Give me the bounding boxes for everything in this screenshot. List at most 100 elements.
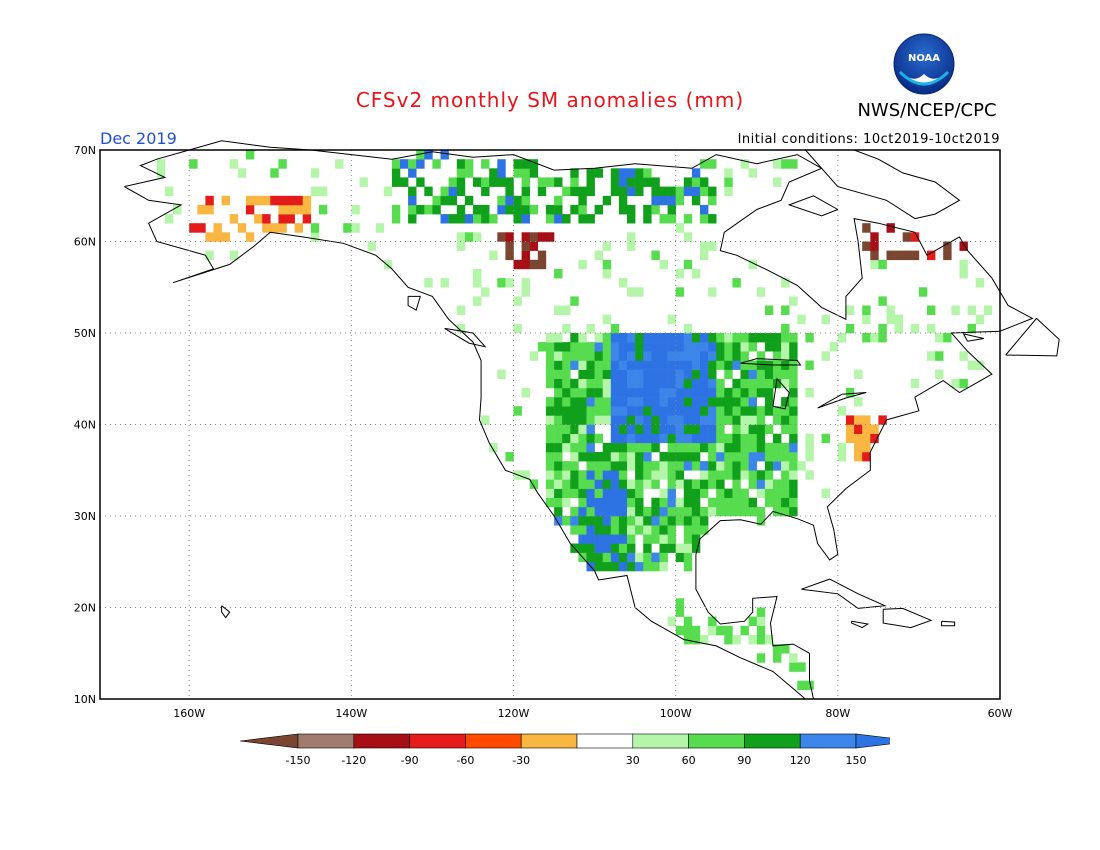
anomaly-cell	[716, 625, 725, 636]
anomaly-cell	[708, 616, 717, 626]
anomaly-cell	[456, 241, 466, 251]
anomaly-cell	[618, 452, 628, 462]
anomaly-cell	[562, 387, 571, 398]
anomaly-cell	[691, 342, 701, 352]
anomaly-cell	[513, 168, 522, 178]
anomaly-cell	[691, 397, 701, 407]
anomaly-cell	[618, 461, 628, 471]
anomaly-cell	[627, 442, 636, 453]
anomaly-cell	[545, 204, 555, 215]
anomaly-cell	[845, 433, 855, 444]
anomaly-cell	[667, 387, 676, 398]
colorbar-swatch	[353, 733, 410, 749]
anomaly-cell	[651, 525, 660, 535]
colorbar-label: -60	[456, 754, 474, 767]
anomaly-cell	[562, 186, 571, 197]
anomaly-cell	[732, 452, 741, 462]
anomaly-cell	[700, 333, 709, 343]
anomaly-cell	[643, 397, 652, 407]
anomaly-cell	[586, 552, 595, 563]
anomaly-cell	[805, 470, 814, 480]
anomaly-cell	[716, 488, 725, 498]
anomaly-cell	[545, 433, 555, 444]
anomaly-cell	[748, 378, 757, 389]
anomaly-cell	[562, 378, 571, 389]
lat-tick-label: 60N	[74, 236, 96, 249]
anomaly-cell	[667, 616, 676, 626]
anomaly-cell	[570, 424, 579, 434]
anomaly-cell	[473, 177, 482, 187]
anomaly-cell	[659, 259, 668, 270]
anomaly-cell	[554, 195, 563, 206]
anomaly-cell	[602, 195, 612, 206]
anomaly-cell	[724, 470, 733, 480]
anomaly-cell	[643, 452, 652, 462]
anomaly-cell	[724, 452, 733, 462]
anomaly-cell	[700, 635, 709, 645]
anomaly-cell	[513, 296, 522, 306]
anomaly-cell	[586, 360, 595, 370]
anomaly-cell	[764, 378, 774, 389]
anomaly-cell	[700, 406, 709, 416]
anomaly-cell	[618, 497, 628, 508]
anomaly-cell	[505, 241, 514, 251]
anomaly-cell	[408, 204, 417, 215]
anomaly-cell	[156, 168, 166, 178]
anomaly-cell	[756, 488, 766, 498]
anomaly-cell	[732, 397, 741, 407]
anomaly-cell	[756, 516, 766, 526]
anomaly-cell	[618, 378, 628, 389]
anomaly-cell	[610, 342, 620, 352]
anomaly-cell	[618, 506, 628, 517]
anomaly-cell	[643, 378, 652, 389]
anomaly-cell	[740, 159, 749, 169]
colorbar-label: 30	[626, 754, 640, 767]
anomaly-cell	[545, 177, 555, 187]
anomaly-cell	[878, 415, 887, 425]
anomaly-cell	[764, 461, 774, 471]
anomaly-cell	[700, 369, 709, 379]
anomaly-cell	[618, 195, 628, 206]
anomaly-cell	[740, 351, 749, 361]
anomaly-cell	[740, 424, 749, 434]
lat-tick-label: 40N	[74, 419, 96, 432]
anomaly-cell	[764, 470, 774, 480]
anomaly-cell	[635, 506, 644, 517]
anomaly-cell	[821, 351, 830, 361]
anomaly-cell	[578, 195, 587, 206]
colorbar-label: -120	[341, 754, 366, 767]
anomaly-cell	[262, 214, 271, 224]
noaa-logo: NOAA	[893, 33, 955, 95]
anomaly-cell	[764, 369, 774, 379]
anomaly-cell	[748, 369, 757, 379]
anomaly-cell	[635, 177, 644, 187]
anomaly-cell	[659, 506, 668, 517]
anomaly-cell	[651, 534, 660, 544]
anomaly-cell	[708, 397, 717, 407]
anomaly-cell	[748, 442, 757, 453]
anomaly-cell	[586, 387, 595, 398]
anomaly-cell	[545, 406, 555, 416]
anomaly-cell	[691, 415, 701, 425]
anomaly-cell	[724, 369, 733, 379]
anomaly-cell	[789, 479, 798, 489]
anomaly-cell	[756, 406, 766, 416]
coastline-segment	[882, 607, 933, 629]
agency-label: NWS/NCEP/CPC	[857, 100, 997, 121]
coastline-segment	[804, 149, 961, 220]
anomaly-cell	[586, 406, 595, 416]
anomaly-cell	[505, 195, 514, 206]
anomaly-cell	[691, 543, 701, 553]
anomaly-cell	[845, 305, 855, 315]
anomaly-cell	[578, 488, 587, 498]
anomaly-cell	[675, 415, 685, 425]
anomaly-cell	[643, 442, 652, 453]
anomaly-cell	[545, 442, 555, 453]
anomaly-cell	[659, 452, 668, 462]
anomaly-cell	[781, 452, 790, 462]
anomaly-cell	[562, 433, 571, 444]
anomaly-cell	[513, 259, 522, 270]
anomaly-cell	[683, 378, 693, 389]
anomaly-cell	[691, 461, 701, 471]
anomaly-cell	[643, 543, 652, 553]
